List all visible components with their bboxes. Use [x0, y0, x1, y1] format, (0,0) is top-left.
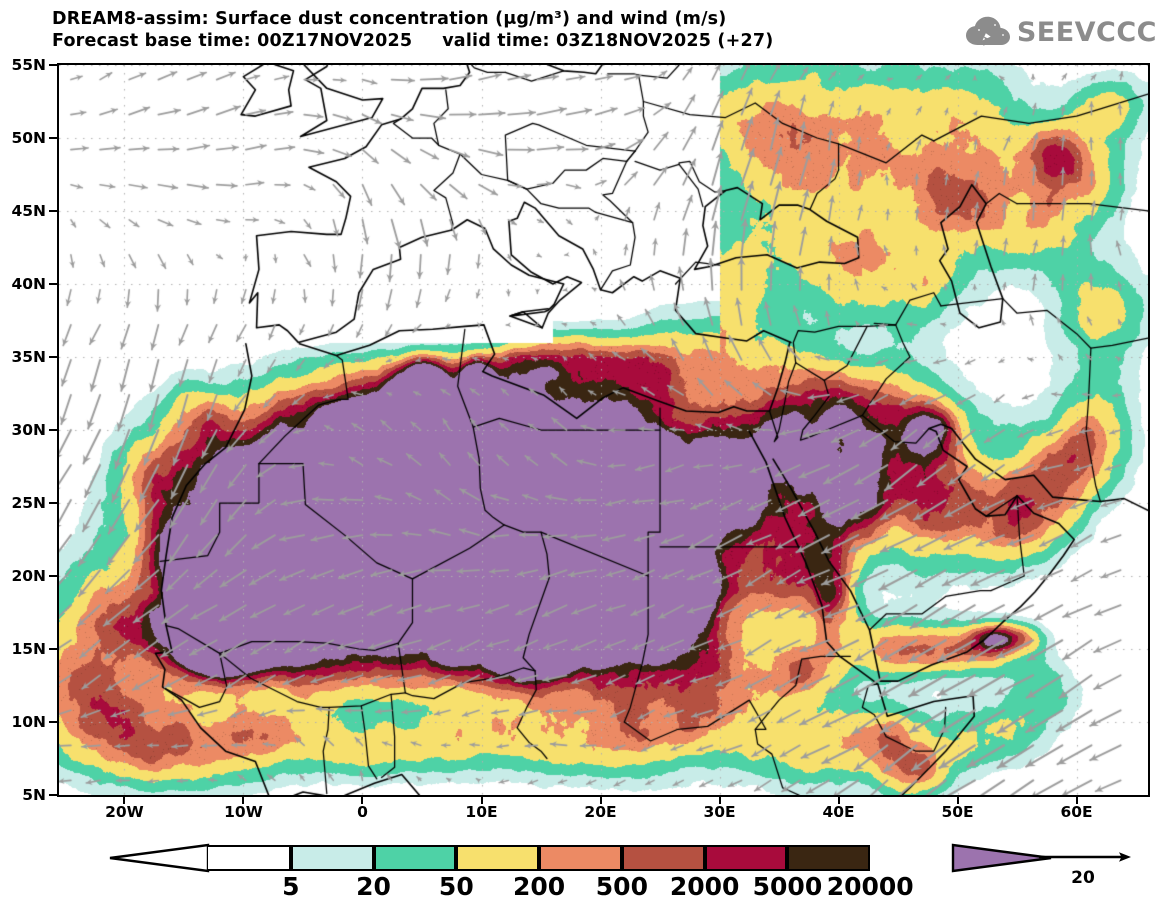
lon-tick-mark — [242, 797, 245, 804]
colorbar-tick-labels: 5 20 50 200 500 2000 5000 20000 — [0, 872, 1165, 904]
cloud-icon — [965, 16, 1010, 46]
colorbar-swatch[interactable] — [704, 845, 788, 871]
lat-tick-label: 5N — [22, 786, 46, 804]
lat-tick-label: 40N — [11, 275, 46, 293]
logo-text: SEEVCCC — [1016, 16, 1157, 48]
lat-tick-label: 25N — [11, 494, 46, 512]
lon-tick-label: 10E — [465, 803, 498, 821]
lat-tick-mark — [49, 356, 57, 358]
colorbar-swatch[interactable] — [539, 845, 622, 871]
lat-tick-label: 15N — [11, 640, 46, 658]
lat-tick-mark — [49, 648, 57, 650]
colorbar-swatch[interactable] — [373, 845, 457, 871]
dust-concentration-map[interactable] — [59, 65, 1148, 795]
map-plot-area[interactable] — [57, 63, 1150, 797]
wind-arrow-icon — [1039, 852, 1131, 862]
lon-tick-mark — [361, 797, 364, 804]
lat-tick-mark — [49, 283, 57, 285]
lon-tick-mark — [480, 797, 483, 804]
wind-scale-key: 20 — [1035, 848, 1145, 894]
lon-tick-label: 20E — [584, 803, 617, 821]
colorbar-tick-label: 500 — [595, 872, 648, 901]
colorbar-swatch[interactable] — [290, 845, 374, 871]
lon-tick-label: 50E — [941, 803, 974, 821]
colorbar-swatches[interactable] — [109, 843, 1052, 873]
lat-tick-mark — [49, 502, 57, 504]
lon-tick-mark — [599, 797, 602, 804]
seevccc-logo: SEEVCCC — [965, 12, 1157, 52]
lat-tick-label: 30N — [11, 421, 46, 439]
valid-time-label: valid time: 03Z18NOV2025 (+27) — [442, 31, 774, 51]
page-title: DREAM8-assim: Surface dust concentration… — [52, 9, 727, 29]
wind-key-label: 20 — [1071, 868, 1095, 888]
colorbar-swatch[interactable] — [787, 845, 871, 871]
lon-tick-mark — [718, 797, 721, 804]
lat-tick-label: 35N — [11, 348, 46, 366]
colorbar-min-arrow — [109, 843, 210, 873]
colorbar-tick-label: 20 — [356, 872, 391, 901]
lat-tick-mark — [49, 64, 57, 66]
lat-tick-label: 50N — [11, 129, 46, 147]
lon-tick-label: 20W — [105, 803, 144, 821]
lat-tick-label: 45N — [11, 202, 46, 220]
lat-tick-mark — [49, 794, 57, 796]
colorbar-tick-label: 200 — [513, 872, 566, 901]
lon-tick-mark — [956, 797, 959, 804]
forecast-time-subtitle: Forecast base time: 00Z17NOV2025 valid ti… — [52, 31, 773, 51]
colorbar-tick-label: 2000 — [669, 872, 740, 901]
forecast-base-time-label: Forecast base time: 00Z17NOV2025 — [52, 31, 413, 51]
lon-tick-mark — [837, 797, 840, 804]
colorbar-tick-label: 5 — [282, 872, 300, 901]
lon-tick-label: 10W — [224, 803, 263, 821]
lon-tick-label: 30E — [703, 803, 736, 821]
lat-tick-mark — [49, 210, 57, 212]
colorbar-tick-label: 5000 — [752, 872, 823, 901]
lon-tick-label: 40E — [822, 803, 855, 821]
colorbar-swatch[interactable] — [456, 845, 540, 871]
lat-tick-mark — [49, 137, 57, 139]
lat-tick-label: 55N — [11, 56, 46, 74]
chart-header: DREAM8-assim: Surface dust concentration… — [0, 0, 1165, 62]
lon-tick-label: 60E — [1060, 803, 1093, 821]
lat-tick-label: 20N — [11, 567, 46, 585]
colorbar-swatch[interactable] — [621, 845, 705, 871]
colorbar-tick-label: 20000 — [826, 872, 914, 901]
lat-tick-mark — [49, 429, 57, 431]
lat-tick-mark — [49, 721, 57, 723]
lat-tick-mark — [49, 575, 57, 577]
colorbar-legend: 5 20 50 200 500 2000 5000 20000 — [0, 840, 1165, 907]
lat-tick-label: 10N — [11, 713, 46, 731]
colorbar-swatch[interactable] — [208, 845, 291, 871]
colorbar-max-arrow — [951, 843, 1052, 873]
lon-tick-mark — [123, 797, 126, 804]
lon-tick-mark — [1075, 797, 1078, 804]
lon-tick-label: 0 — [357, 803, 368, 821]
colorbar-tick-label: 50 — [438, 872, 474, 901]
